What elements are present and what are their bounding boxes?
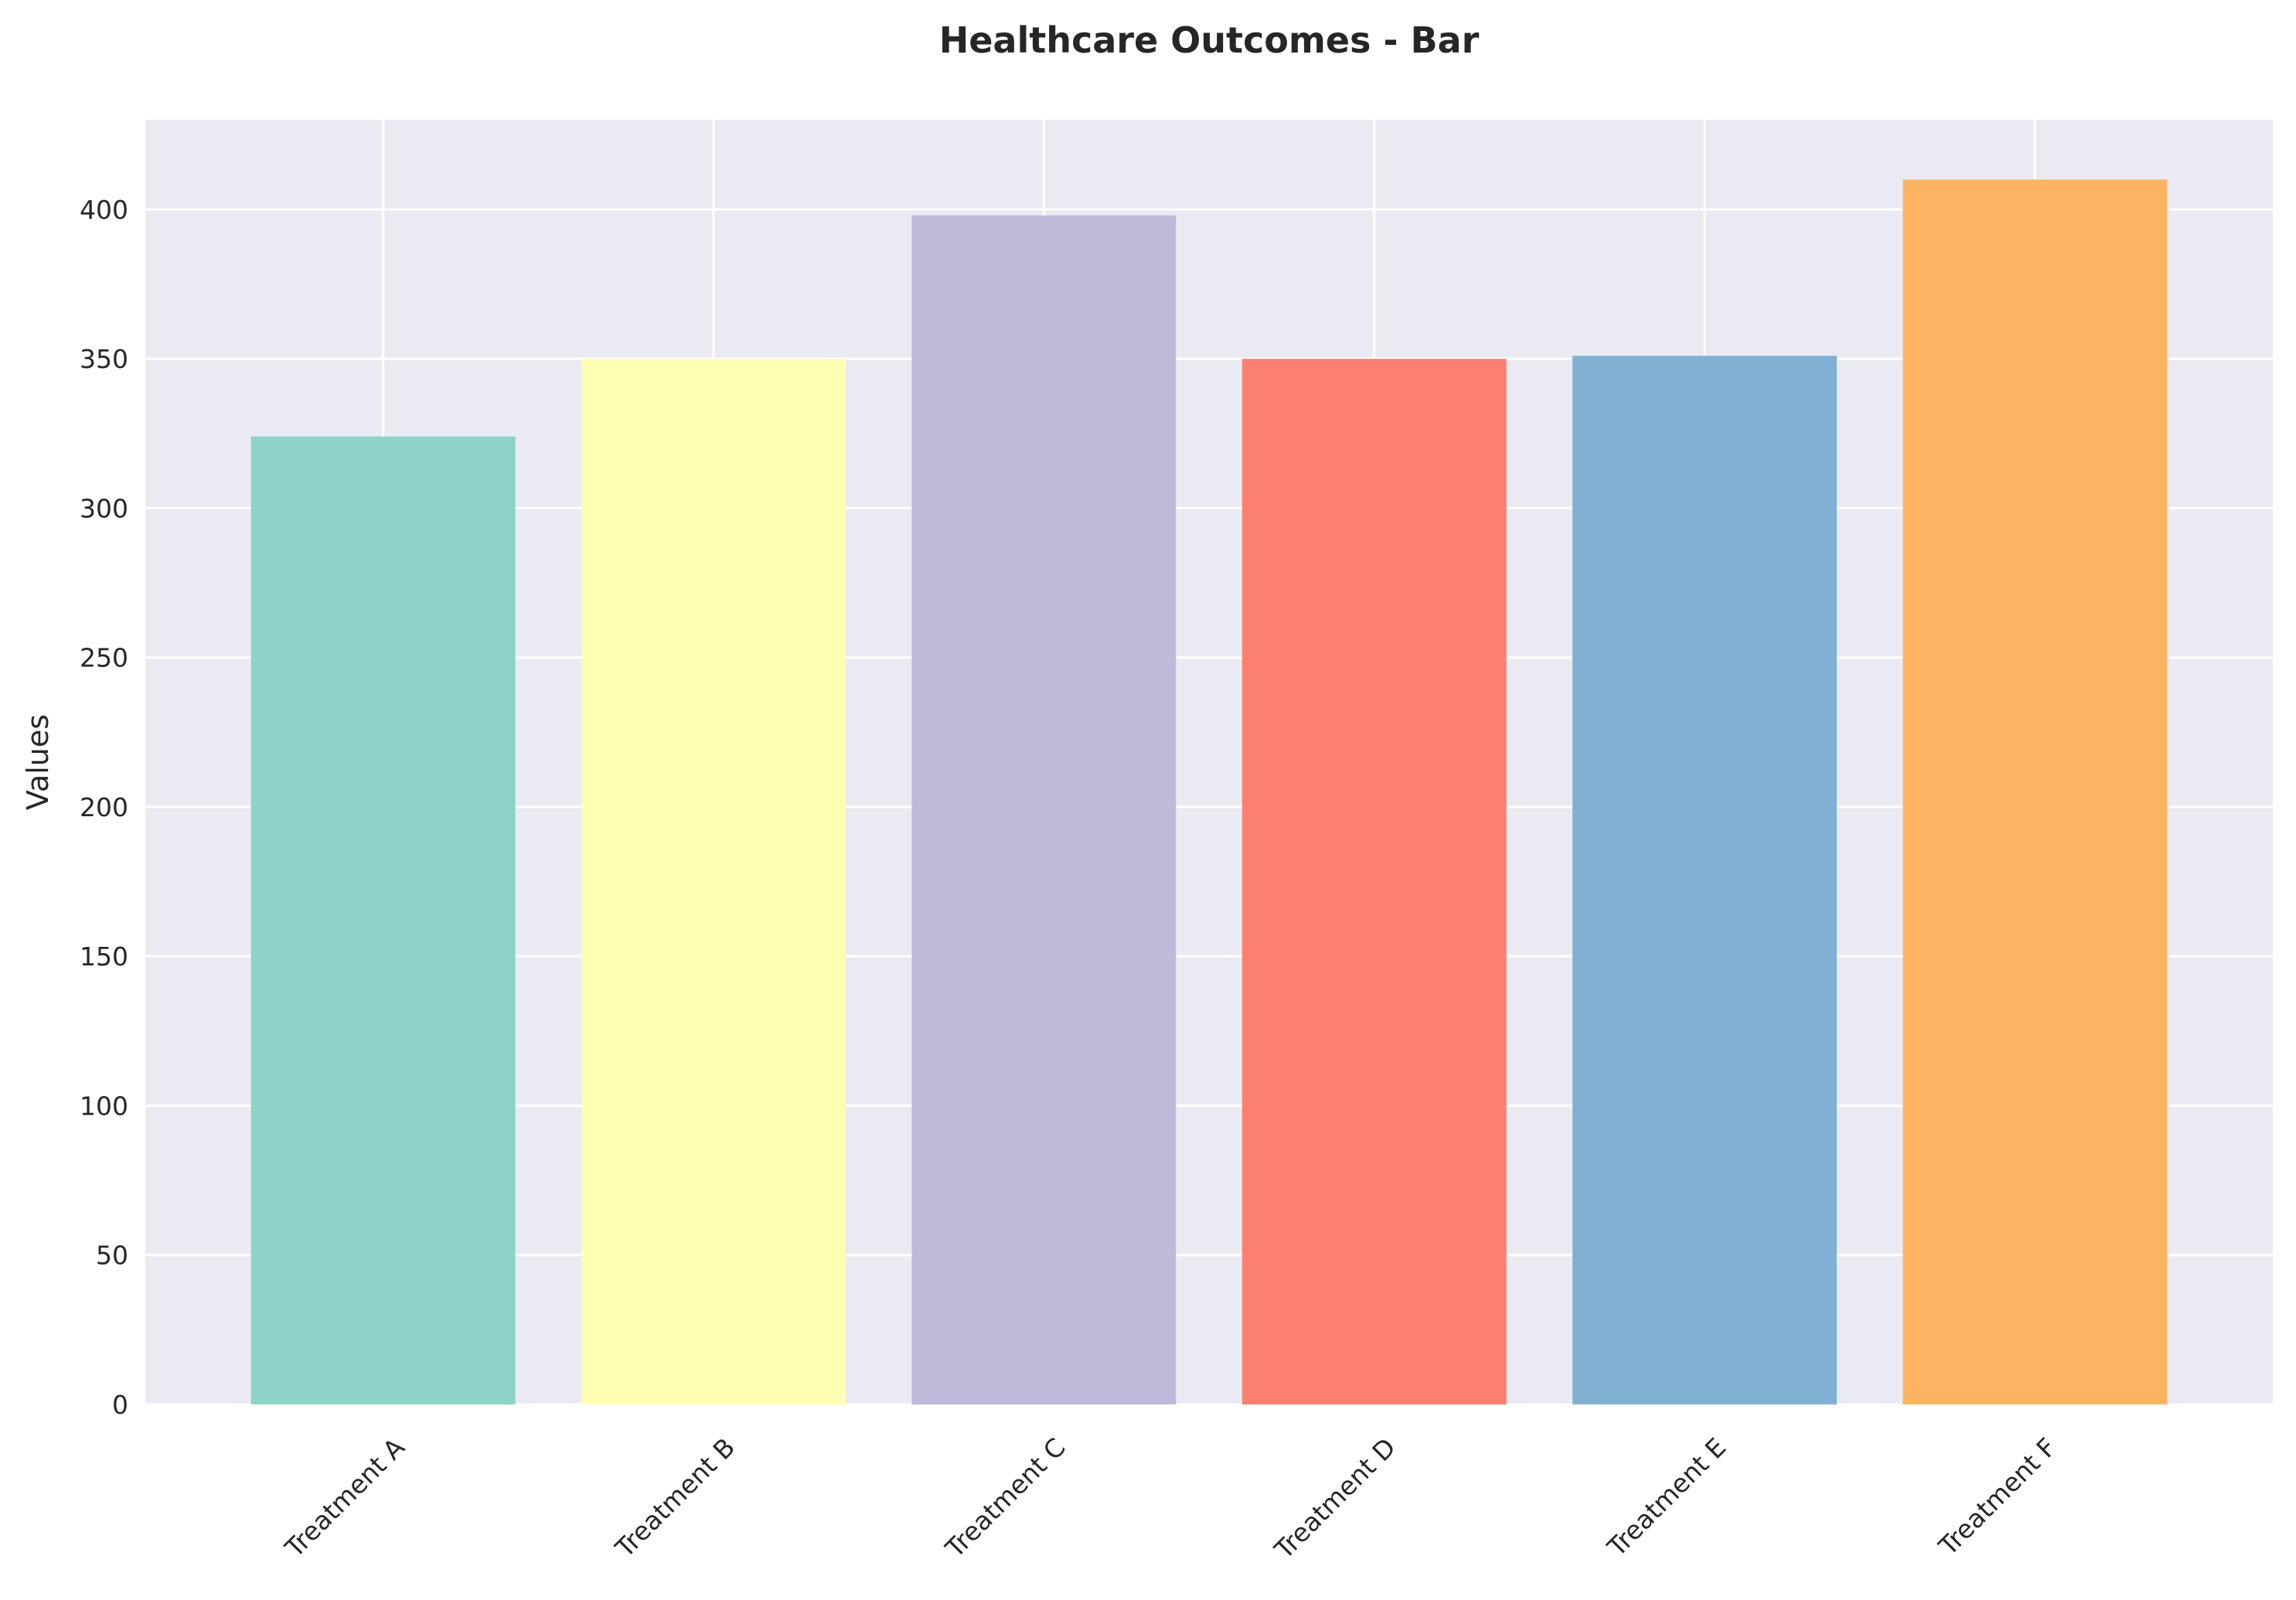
y-axis-label: Values	[21, 714, 55, 810]
y-tick-labels: 0 50 100 150 200 250 300 350 400	[80, 195, 128, 1420]
y-tick-label: 100	[80, 1091, 128, 1121]
bar-treatment-a	[250, 436, 516, 1404]
y-tick-label: 250	[80, 643, 128, 673]
y-tick-label: 200	[80, 792, 128, 822]
bar-treatment-c	[911, 215, 1177, 1404]
bar-treatment-d	[1242, 359, 1507, 1405]
x-tick-labels: Treatment A Treatment B Treatment C Treatme…	[278, 1431, 2062, 1565]
y-tick-label: 50	[96, 1241, 128, 1271]
bar-treatment-b	[581, 359, 846, 1405]
y-tick-label: 0	[112, 1390, 128, 1420]
y-tick-label: 300	[80, 493, 128, 523]
y-tick-label: 150	[80, 941, 128, 972]
x-tick-label: Treatment B	[609, 1432, 741, 1564]
y-tick-label: 400	[80, 195, 128, 225]
x-tick-label: Treatment C	[939, 1432, 1071, 1564]
bars-group	[250, 179, 2168, 1405]
y-tick-label: 350	[80, 344, 128, 374]
bar-treatment-e	[1572, 356, 1837, 1404]
bar-treatment-f	[1903, 179, 2168, 1404]
x-tick-label: Treatment D	[1268, 1432, 1401, 1565]
x-tick-label: Treatment E	[1601, 1432, 1732, 1563]
x-tick-label: Treatment A	[278, 1431, 410, 1564]
chart-title: Healthcare Outcomes - Bar	[939, 19, 1480, 61]
x-tick-label: Treatment F	[1933, 1432, 2063, 1562]
